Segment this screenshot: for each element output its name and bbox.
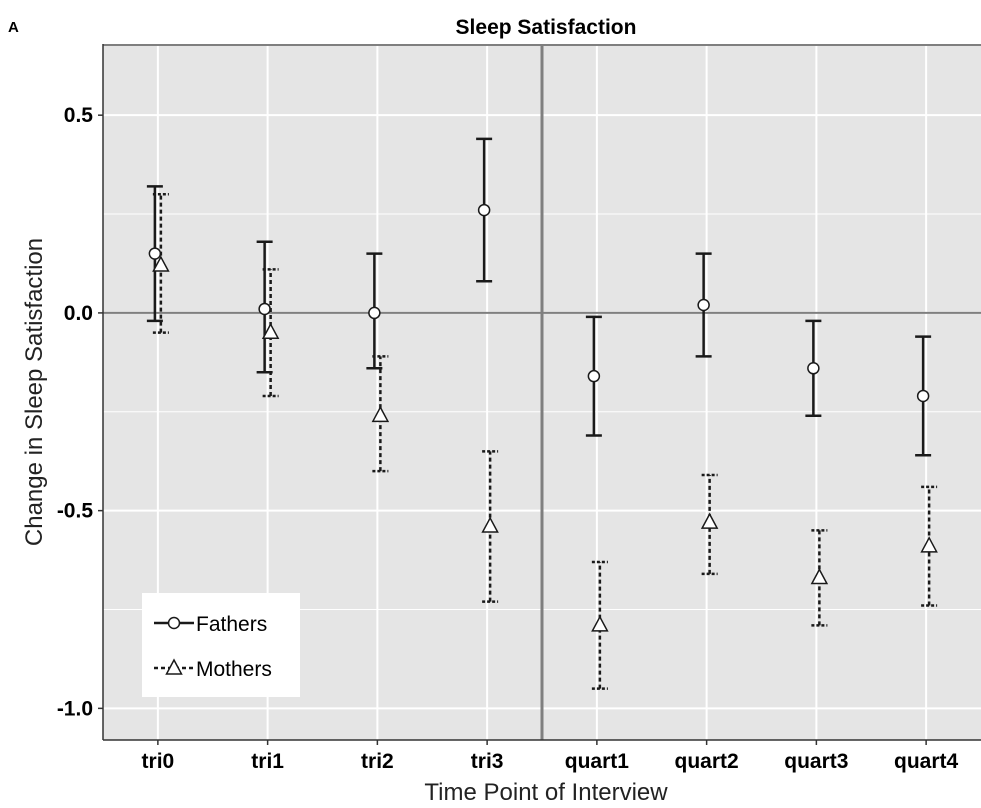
x-tick-label: quart2 bbox=[675, 750, 739, 773]
mothers-point bbox=[591, 615, 609, 632]
x-tick-label: tri3 bbox=[471, 750, 504, 773]
mothers-errorbar bbox=[482, 450, 499, 603]
series bbox=[146, 137, 938, 690]
legend-label: Mothers bbox=[196, 658, 272, 681]
series-fathers bbox=[146, 137, 932, 457]
x-tick-label: quart4 bbox=[894, 750, 959, 773]
legend: Fathers Mothers bbox=[142, 593, 300, 697]
mothers-point bbox=[481, 516, 499, 533]
fathers-point bbox=[368, 306, 381, 320]
x-tick-label: tri1 bbox=[251, 750, 284, 773]
x-tick-label: quart1 bbox=[565, 750, 630, 773]
legend-label: Fathers bbox=[196, 613, 267, 636]
fathers-point bbox=[148, 247, 162, 260]
x-axis-title: Time Point of Interview bbox=[424, 779, 668, 806]
fathers-point bbox=[258, 302, 271, 316]
fathers-point bbox=[807, 362, 820, 375]
x-tick-label: tri2 bbox=[361, 750, 394, 773]
fathers-point bbox=[587, 369, 601, 383]
reference-lines bbox=[102, 44, 981, 741]
legend-item-fathers: Fathers bbox=[154, 613, 267, 636]
y-tick-label: 0.0 bbox=[64, 302, 93, 325]
fathers-point bbox=[916, 389, 930, 403]
x-axis: tri0 tri1 tri2 tri3 quart1 quart2 quart3 quart4 bbox=[142, 740, 959, 773]
panel-letter: A bbox=[8, 19, 19, 36]
mothers-point bbox=[371, 405, 390, 423]
mothers-point bbox=[152, 255, 170, 272]
fathers-point bbox=[477, 203, 491, 217]
x-tick-label: quart3 bbox=[784, 750, 848, 773]
mothers-errorbar bbox=[152, 193, 169, 334]
mothers-errorbar bbox=[811, 529, 828, 627]
mothers-point bbox=[700, 512, 719, 529]
y-tick-label: -0.5 bbox=[57, 500, 94, 523]
legend-item-mothers: Mothers bbox=[154, 658, 272, 681]
y-tick-label: -1.0 bbox=[57, 697, 93, 720]
chart-title: Sleep Satisfaction bbox=[456, 16, 637, 39]
legend-circle-marker bbox=[167, 616, 181, 630]
legend-box bbox=[142, 593, 300, 697]
mothers-point bbox=[810, 567, 829, 585]
y-axis: 0.5 0.0 -0.5 -1.0 bbox=[57, 104, 103, 720]
mothers-point bbox=[920, 536, 938, 553]
mothers-point bbox=[261, 322, 280, 340]
series-mothers bbox=[152, 193, 938, 690]
y-tick-label: 0.5 bbox=[64, 104, 94, 127]
y-axis-title: Change in Sleep Satisfaction bbox=[21, 238, 48, 546]
fathers-point bbox=[697, 298, 710, 312]
legend-triangle-marker bbox=[165, 658, 183, 675]
x-tick-label: tri0 bbox=[142, 750, 175, 773]
